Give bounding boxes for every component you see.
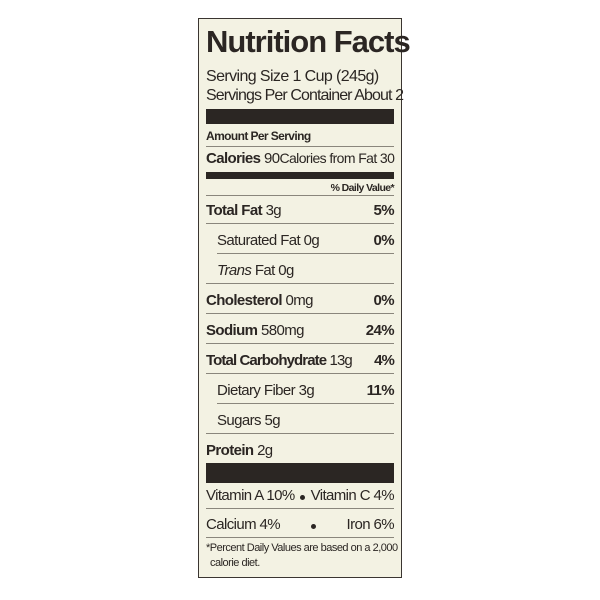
nutrient-dv: 11% bbox=[366, 382, 395, 399]
vitamins-row-1: Vitamin A 10% Vitamin C 4% bbox=[206, 487, 395, 504]
nutrient-dv: 4% bbox=[374, 352, 395, 369]
bullet-icon bbox=[300, 495, 306, 500]
calories-value: 90 bbox=[263, 150, 280, 167]
thick-divider bbox=[206, 463, 394, 483]
divider bbox=[217, 403, 394, 404]
calcium: Calcium 4% bbox=[206, 516, 281, 533]
divider bbox=[206, 343, 394, 344]
nutrient-amount: 13g bbox=[329, 352, 353, 369]
nutrient-row-sodium: Sodium 580mg 24% bbox=[206, 322, 395, 339]
servings-per-container: Servings Per Container About 2 bbox=[206, 87, 404, 104]
nutrient-row-trans-fat: Trans Fat 0g bbox=[206, 262, 394, 279]
nutrient-label-rest: Fat bbox=[254, 262, 275, 279]
vitamin-c: Vitamin C 4% bbox=[310, 487, 395, 504]
nutrient-row-protein: Protein 2g bbox=[206, 442, 394, 459]
divider bbox=[206, 433, 394, 434]
medium-divider bbox=[206, 172, 394, 179]
nutrient-amount: 0g bbox=[278, 262, 294, 279]
divider bbox=[206, 373, 394, 374]
nutrient-dv: 0% bbox=[373, 232, 395, 249]
daily-value-header: % Daily Value* bbox=[330, 182, 395, 194]
divider bbox=[206, 146, 394, 147]
nutrient-label: Saturated Fat bbox=[217, 232, 301, 249]
nutrient-amount: 3g bbox=[298, 382, 315, 399]
vitamin-a: Vitamin A 10% bbox=[206, 487, 295, 504]
nutrient-amount: 5g bbox=[264, 412, 281, 429]
nutrient-amount: 580mg bbox=[260, 322, 304, 339]
nutrient-label: Trans bbox=[217, 262, 252, 279]
divider bbox=[206, 283, 394, 284]
calories-label: Calories bbox=[206, 150, 261, 167]
nutrient-label: Sodium bbox=[206, 322, 258, 339]
nutrient-label: Total Carbohydrate bbox=[206, 352, 327, 369]
nutrient-row-total-fat: Total Fat 3g 5% bbox=[206, 202, 395, 219]
nutrient-amount: 0g bbox=[303, 232, 320, 249]
serving-size: Serving Size 1 Cup (245g) bbox=[206, 68, 379, 85]
nutrient-label: Dietary Fiber bbox=[217, 382, 296, 399]
nutrient-dv: 24% bbox=[365, 322, 395, 339]
nutrient-row-dietary-fiber: Dietary Fiber 3g 11% bbox=[206, 382, 395, 399]
divider bbox=[206, 223, 394, 224]
divider bbox=[206, 537, 394, 538]
footnote-line-1: *Percent Daily Values are based on a 2,0… bbox=[206, 542, 398, 554]
label-title: Nutrition Facts bbox=[206, 24, 411, 59]
nutrient-row-cholesterol: Cholesterol 0mg 0% bbox=[206, 292, 395, 309]
thick-divider bbox=[206, 109, 394, 124]
divider bbox=[206, 195, 394, 196]
nutrient-row-saturated-fat: Saturated Fat 0g 0% bbox=[206, 232, 395, 249]
nutrient-dv: 0% bbox=[373, 292, 395, 309]
calories-from-fat: Calories from Fat 30 bbox=[279, 150, 395, 166]
vitamins-row-2: Calcium 4% Iron 6% bbox=[206, 516, 395, 533]
daily-value-header-row: % Daily Value* bbox=[206, 182, 395, 194]
nutrient-label: Cholesterol bbox=[206, 292, 283, 309]
nutrient-label: Protein bbox=[206, 442, 254, 459]
nutrient-amount: 2g bbox=[257, 442, 273, 459]
nutrient-amount: 3g bbox=[265, 202, 282, 219]
calories-row: Calories 90 Calories from Fat 30 bbox=[206, 150, 395, 167]
divider bbox=[206, 508, 394, 509]
footnote-line-2: calorie diet. bbox=[210, 557, 260, 569]
bullet-icon bbox=[310, 524, 316, 529]
nutrient-row-total-carbohydrate: Total Carbohydrate 13g 4% bbox=[206, 352, 395, 369]
amount-per-serving: Amount Per Serving bbox=[206, 129, 311, 143]
divider bbox=[217, 253, 394, 254]
nutrient-dv: 5% bbox=[373, 202, 395, 219]
iron: Iron 6% bbox=[346, 516, 395, 533]
nutrition-facts-label: Nutrition Facts Serving Size 1 Cup (245g… bbox=[198, 18, 411, 578]
nutrient-label: Sugars bbox=[217, 412, 262, 429]
divider bbox=[206, 313, 394, 314]
nutrient-row-sugars: Sugars 5g bbox=[206, 412, 394, 429]
nutrient-amount: 0mg bbox=[285, 292, 314, 309]
nutrient-label: Total Fat bbox=[206, 202, 263, 219]
